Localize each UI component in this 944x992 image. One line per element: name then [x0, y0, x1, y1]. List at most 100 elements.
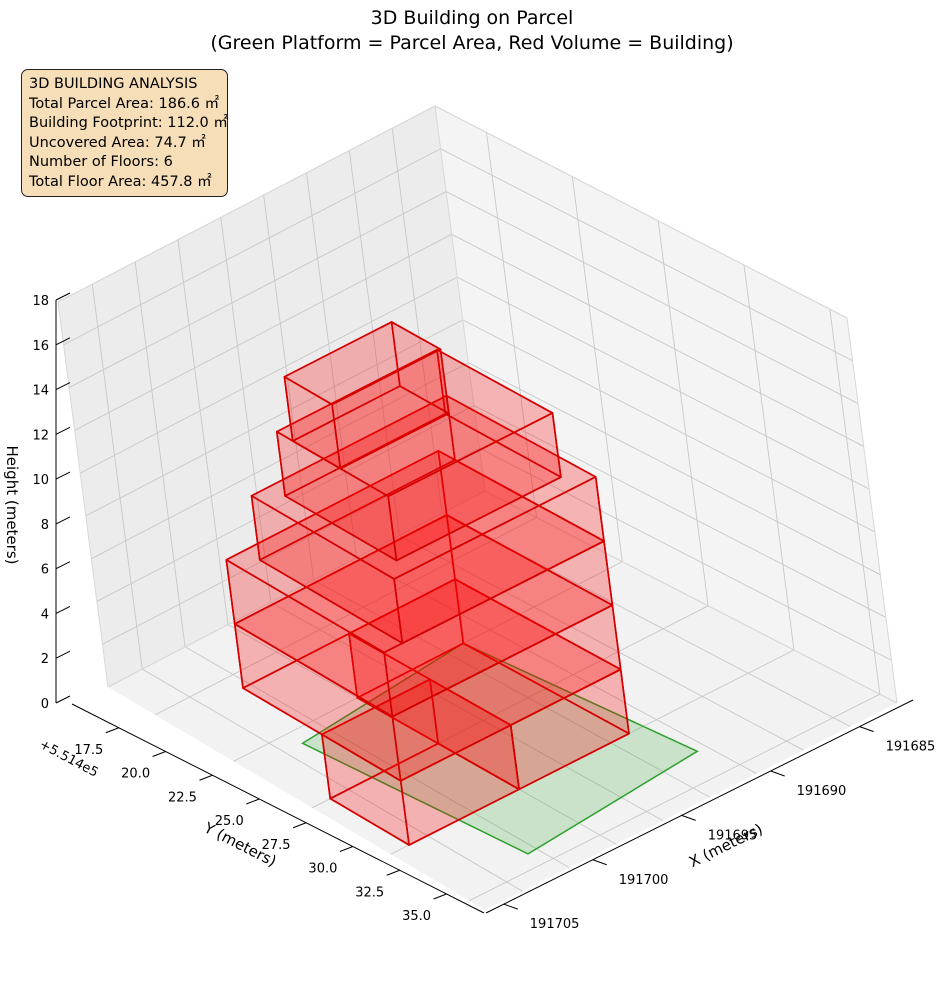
grid-line-x-floor — [154, 517, 537, 716]
building-floor-6 — [283, 321, 450, 470]
analysis-info-box: 3D BUILDING ANALYSIS Total Parcel Area: … — [21, 69, 228, 197]
x-tick-label: 191685 — [886, 740, 936, 755]
grid-line-z-right — [473, 405, 887, 618]
grid-line-z-right — [440, 148, 853, 362]
grid-line-x-wall — [486, 132, 537, 518]
info-total-parcel-area: Total Parcel Area: 186.6 ㎡ — [29, 95, 220, 112]
y-tick — [246, 798, 260, 805]
y-tick — [386, 869, 400, 876]
grid-line-y-floor — [184, 646, 570, 869]
axis-lines — [55, 105, 914, 914]
grid-line-z-left — [80, 276, 458, 474]
z-tick — [55, 471, 71, 480]
building-floor-1 — [348, 578, 630, 791]
y-tick — [339, 846, 354, 852]
grid-line-y-wall — [220, 217, 272, 603]
grid-line-y-wall — [91, 284, 143, 670]
pane-edge — [484, 490, 898, 704]
building-face — [275, 348, 554, 498]
info-number-of-floors: Number of Floors: 6 — [29, 154, 173, 170]
grid-line-z-right — [451, 233, 864, 447]
floor-pane — [108, 491, 897, 910]
grid-line-y-wall — [263, 195, 315, 581]
grid-line-y-floor — [356, 557, 757, 774]
grid-line-z-left — [102, 447, 480, 645]
y-axis-line — [71, 703, 485, 914]
x-tick — [503, 903, 518, 910]
grid-line-z-left — [68, 191, 447, 388]
pane-edge — [107, 490, 486, 688]
y-tick-label: 32.5 — [355, 885, 384, 900]
x-tick-label: 191705 — [530, 917, 580, 932]
z-tick — [55, 561, 71, 570]
chart-title: 3D Building on Parcel — [370, 7, 574, 29]
x-tick — [770, 770, 785, 777]
grid-line-z-left — [63, 148, 441, 346]
y-tick-label: 22.5 — [168, 790, 197, 805]
y-tick-label: 25.0 — [215, 814, 244, 829]
grid-line-y-wall — [306, 172, 357, 558]
x-tick-label: 191690 — [797, 784, 847, 799]
chart-subtitle: (Green Platform = Parcel Area, Red Volum… — [210, 32, 734, 54]
y-tick-label: 35.0 — [402, 909, 431, 924]
x-tick-label: 191695 — [708, 828, 758, 843]
z-tick-label: 2 — [41, 652, 49, 667]
grid-line-z-right — [462, 319, 875, 533]
building-floor-4 — [250, 394, 605, 645]
z-tick — [55, 695, 71, 704]
grid-line-x-wall — [571, 176, 623, 562]
pane-edge — [57, 105, 436, 303]
grid-line-y-floor — [142, 668, 523, 892]
grid-line-y-floor — [270, 601, 664, 822]
info-building-footprint: Building Footprint: 112.0 ㎡ — [29, 115, 228, 131]
info-total-floor-area: Total Floor Area: 457.8 ㎡ — [29, 173, 212, 190]
z-tick-label: 4 — [41, 607, 49, 622]
info-uncovered-area: Uncovered Area: 74.7 ㎡ — [29, 134, 206, 151]
x-tick — [859, 726, 874, 733]
z-tick-label: 12 — [32, 428, 49, 443]
x-tick — [592, 859, 607, 866]
pane-edge — [57, 301, 109, 688]
grid-line-z-left — [96, 405, 475, 602]
grid-line-y-wall — [391, 128, 443, 514]
grid-line-z-right — [468, 362, 881, 576]
grid-line-y-floor — [313, 579, 710, 798]
building-layer — [225, 321, 630, 846]
x-axis-line — [485, 699, 914, 914]
x-tick — [681, 814, 696, 821]
z-tick-label: 6 — [41, 563, 49, 578]
grid-line-y-wall — [177, 239, 229, 625]
grid-line-z-left — [74, 233, 452, 431]
y-tick — [105, 727, 119, 734]
z-tick — [55, 426, 71, 435]
z-tick — [55, 650, 71, 659]
pane-edge — [846, 317, 898, 704]
y-tick-label: 20.0 — [121, 767, 150, 782]
y-tick — [199, 774, 213, 781]
left-wall-pane — [58, 106, 485, 687]
y-tick-label: 30.0 — [308, 862, 337, 877]
building-floor-5 — [275, 348, 562, 562]
z-tick — [55, 382, 71, 391]
z-tick-label: 0 — [41, 697, 49, 712]
z-tick — [55, 605, 71, 614]
grid-lines — [57, 105, 898, 902]
parcel-layer — [301, 642, 699, 855]
grid-line-y-wall — [348, 150, 400, 536]
y-tick — [152, 751, 166, 757]
grid-line-x-floor — [469, 693, 881, 902]
z-axis-label: Height (meters) — [3, 446, 21, 565]
y-tick — [292, 822, 307, 829]
grid-line-z-right — [457, 276, 870, 490]
z-tick-label: 8 — [41, 518, 49, 533]
parcel-platform — [301, 642, 699, 855]
grid-line-x-wall — [743, 264, 795, 651]
y-tick-label: 17.5 — [74, 743, 103, 758]
y-tick — [433, 893, 447, 900]
grid-line-y-wall — [134, 261, 186, 647]
z-tick — [55, 292, 71, 301]
z-tick-label: 10 — [32, 473, 49, 488]
z-tick — [55, 337, 71, 346]
building-face — [250, 394, 597, 580]
